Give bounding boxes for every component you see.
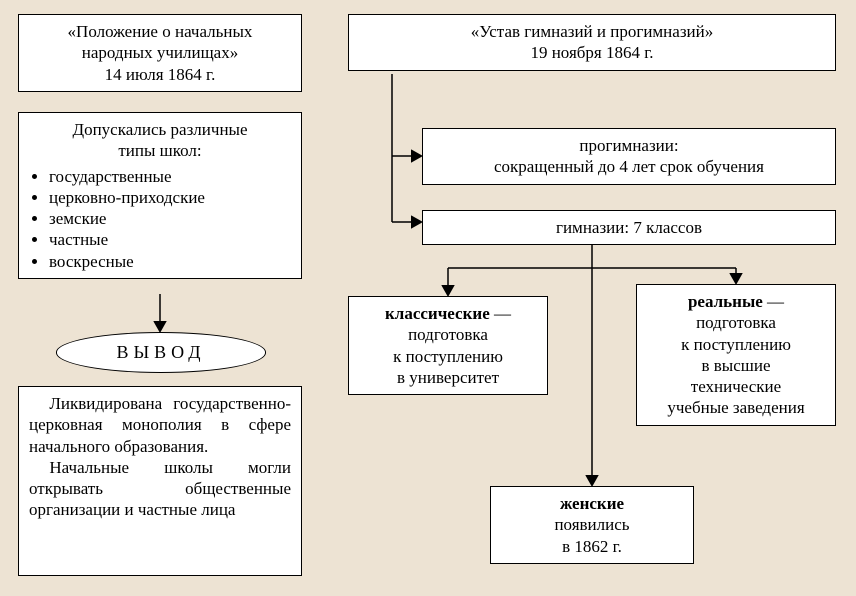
real-l4: в высшие bbox=[701, 356, 770, 375]
real-l6: учебные заведения bbox=[667, 398, 804, 417]
real-dash: — bbox=[763, 292, 784, 311]
type-item: государственные bbox=[49, 166, 291, 187]
real-box: реальные — подготовка к поступлению в вы… bbox=[636, 284, 836, 426]
school-types-box: Допускались различные типы школ: государ… bbox=[18, 112, 302, 279]
right-top-box: «Устав гимназий и прогимназий» 19 ноября… bbox=[348, 14, 836, 71]
types-title-1: Допускались различные bbox=[72, 120, 247, 139]
classic-l4: в университет bbox=[397, 368, 499, 387]
progym-l1: прогимназии: bbox=[579, 136, 678, 155]
left-top-l3: 14 июля 1864 г. bbox=[105, 65, 216, 84]
vyvod-label: ВЫВОД bbox=[116, 342, 205, 362]
real-l3: к поступлению bbox=[681, 335, 791, 354]
vyvod-oval: ВЫВОД bbox=[56, 332, 266, 373]
type-item: церковно-приходские bbox=[49, 187, 291, 208]
female-l2: появились bbox=[554, 515, 629, 534]
classic-l2: подготовка bbox=[408, 325, 488, 344]
female-l3: в 1862 г. bbox=[562, 537, 622, 556]
classic-dash: — bbox=[490, 304, 511, 323]
left-top-l2: народных училищах» bbox=[82, 43, 238, 62]
female-title: женские bbox=[560, 494, 624, 513]
types-list: государственные церковно-приходские земс… bbox=[29, 166, 291, 272]
real-l5: технические bbox=[691, 377, 781, 396]
type-item: земские bbox=[49, 208, 291, 229]
real-l2: подготовка bbox=[696, 313, 776, 332]
classic-box: классические — подготовка к поступлению … bbox=[348, 296, 548, 395]
gym-box: гимназии: 7 классов bbox=[422, 210, 836, 245]
conclusion-box: Ликвидирована государ­ственно-церковная … bbox=[18, 386, 302, 576]
progym-box: прогимназии: сокращенный до 4 лет срок о… bbox=[422, 128, 836, 185]
female-box: женские появились в 1862 г. bbox=[490, 486, 694, 564]
gym-l1: гимназии: 7 классов bbox=[556, 218, 702, 237]
left-top-box: «Положение о начальных народных училищах… bbox=[18, 14, 302, 92]
conclusion-p2: Начальные школы мог­ли открывать обществ… bbox=[29, 457, 291, 521]
right-top-l1: «Устав гимназий и прогимназий» bbox=[471, 22, 713, 41]
classic-l3: к поступлению bbox=[393, 347, 503, 366]
right-top-l2: 19 ноября 1864 г. bbox=[530, 43, 653, 62]
type-item: воскресные bbox=[49, 251, 291, 272]
progym-l2: сокращенный до 4 лет срок обучения bbox=[494, 157, 764, 176]
types-title-2: типы школ: bbox=[118, 141, 201, 160]
classic-title: классические bbox=[385, 304, 490, 323]
real-title: реальные bbox=[688, 292, 763, 311]
type-item: частные bbox=[49, 229, 291, 250]
conclusion-p1: Ликвидирована государ­ственно-церковная … bbox=[29, 393, 291, 457]
left-top-l1: «Положение о начальных bbox=[68, 22, 253, 41]
